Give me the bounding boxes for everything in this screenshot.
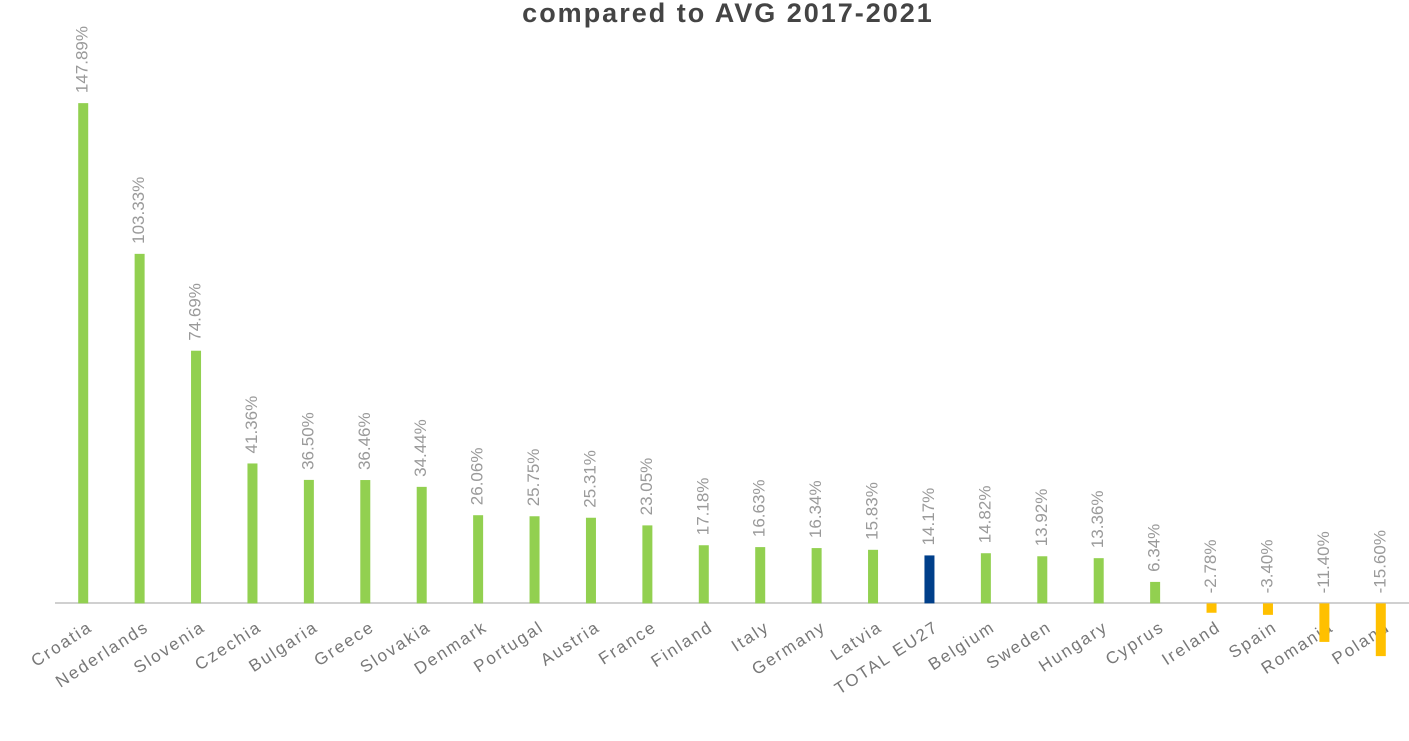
bar [642, 525, 653, 604]
bar [1262, 603, 1273, 615]
bar [924, 555, 935, 604]
data-label: 147.89% [73, 26, 92, 93]
data-label: 14.82% [975, 486, 994, 544]
bar [247, 463, 258, 604]
data-label: -3.40% [1257, 539, 1276, 593]
data-label: 6.34% [1145, 524, 1164, 572]
data-label: 17.18% [693, 478, 712, 536]
data-label: 34.44% [411, 419, 430, 477]
data-label: 41.36% [242, 396, 261, 454]
data-label: 13.92% [1032, 489, 1051, 547]
data-label: 14.17% [919, 488, 938, 546]
bar [1150, 581, 1161, 604]
bar [191, 350, 202, 604]
bar [980, 553, 991, 604]
data-label: 23.05% [637, 458, 656, 516]
x-tick-label: Finland [648, 617, 717, 671]
bar [1375, 603, 1386, 657]
data-label: -11.40% [1314, 531, 1333, 593]
bar [360, 480, 371, 604]
bar [585, 517, 596, 604]
data-label: 36.46% [355, 412, 374, 470]
data-label: 25.75% [524, 449, 543, 507]
bar [698, 545, 709, 604]
data-label: 16.63% [750, 479, 769, 537]
bar [134, 253, 145, 604]
data-label: 13.36% [1088, 490, 1107, 548]
data-label: 15.83% [863, 482, 882, 540]
data-label: 25.31% [580, 450, 599, 508]
bar [868, 549, 879, 604]
x-tick-label: Italy [728, 617, 773, 655]
x-tick-label: Cyprus [1102, 617, 1168, 669]
x-tick-label: Ireland [1158, 617, 1224, 669]
data-label: -15.60% [1370, 530, 1389, 593]
data-label: 16.34% [806, 480, 825, 538]
bar [1319, 603, 1330, 642]
bar [416, 486, 427, 604]
bar [78, 103, 89, 604]
bar [529, 516, 540, 604]
bar [473, 515, 484, 604]
bar [755, 547, 766, 604]
x-tick-label: Austria [537, 617, 603, 669]
data-label: 74.69% [186, 283, 205, 341]
data-label: 26.06% [468, 448, 487, 506]
bar [811, 548, 822, 604]
data-label: 103.33% [129, 177, 148, 244]
chart-title: compared to AVG 2017-2021 [522, 0, 934, 28]
bar [1037, 556, 1048, 604]
data-label: 36.50% [298, 412, 317, 470]
bar [303, 479, 314, 604]
bar [1206, 603, 1217, 613]
data-label: -2.78% [1201, 539, 1220, 593]
bar [1093, 558, 1104, 604]
